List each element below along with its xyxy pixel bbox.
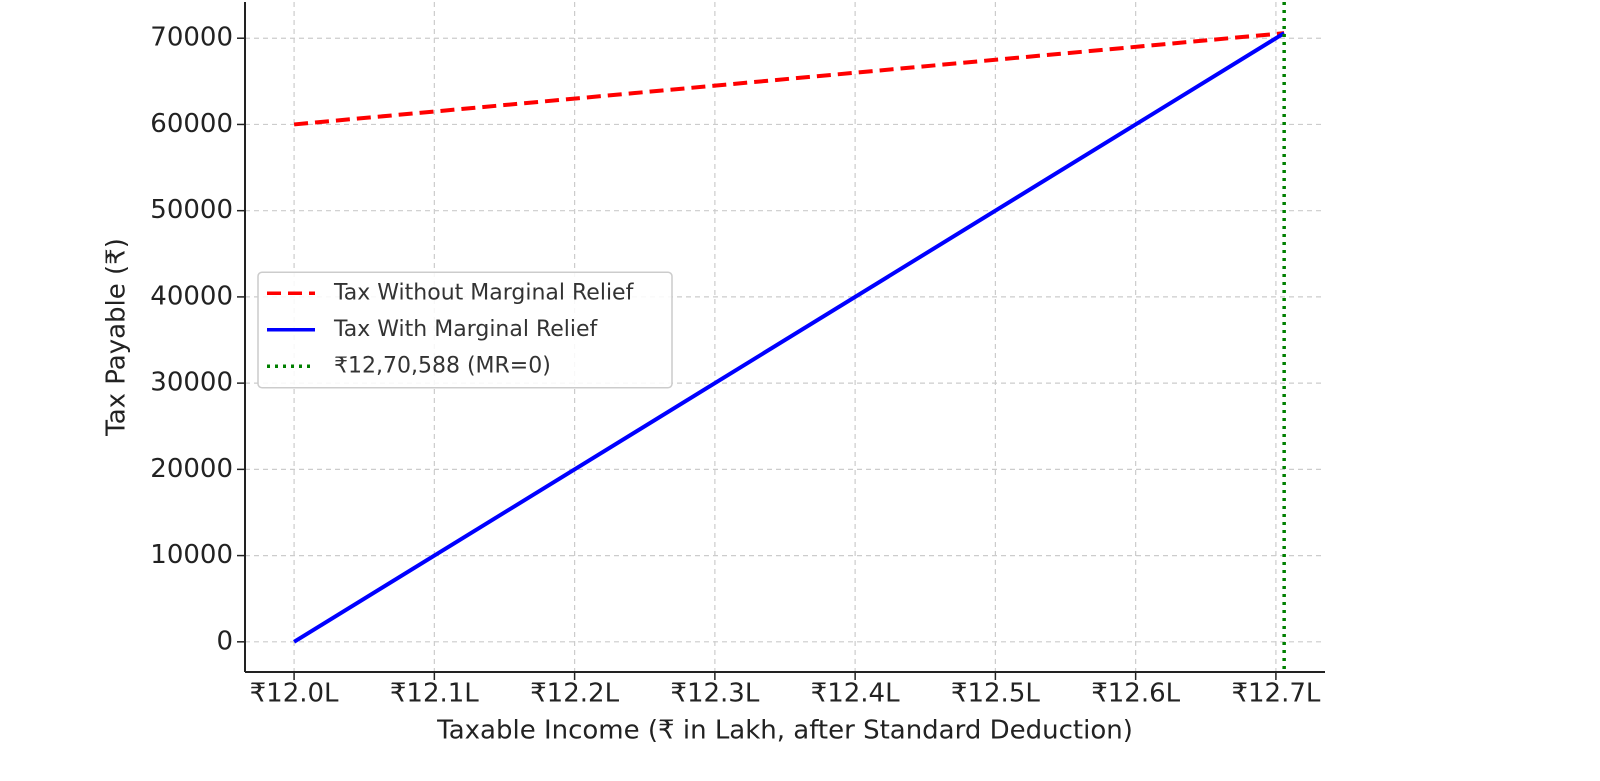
x-tick-label: ₹12.2L xyxy=(530,679,619,709)
y-tick-label: 60000 xyxy=(150,109,233,139)
x-axis-label: Taxable Income (₹ in Lakh, after Standar… xyxy=(436,716,1133,746)
x-tick-label: ₹12.7L xyxy=(1231,679,1320,709)
x-tick-label: ₹12.3L xyxy=(670,679,759,709)
x-tick-label: ₹12.0L xyxy=(250,679,339,709)
y-tick-label: 0 xyxy=(216,626,233,656)
y-tick-label: 70000 xyxy=(150,23,233,53)
y-tick-label: 40000 xyxy=(150,281,233,311)
legend-label: ₹12,70,588 (MR=0) xyxy=(334,353,551,378)
legend-box xyxy=(257,271,673,389)
y-tick-label: 30000 xyxy=(150,368,233,398)
y-tick-label: 50000 xyxy=(150,195,233,225)
x-tick-label: ₹12.1L xyxy=(390,679,479,709)
y-axis-label: Tax Payable (₹) xyxy=(102,238,132,437)
x-tick-label: ₹12.6L xyxy=(1091,679,1180,709)
legend-label: Tax Without Marginal Relief xyxy=(333,280,635,305)
y-tick-label: 20000 xyxy=(150,454,233,484)
legend: Tax Without Marginal Relief Tax With Marg… xyxy=(257,271,673,389)
series-line xyxy=(293,31,1286,644)
y-tick-label: 10000 xyxy=(150,540,233,570)
x-tick-label: ₹12.4L xyxy=(811,679,900,709)
legend-label: Tax With Marginal Relief xyxy=(333,317,599,342)
series-line xyxy=(293,31,1285,127)
x-tick-label: ₹12.5L xyxy=(951,679,1040,709)
